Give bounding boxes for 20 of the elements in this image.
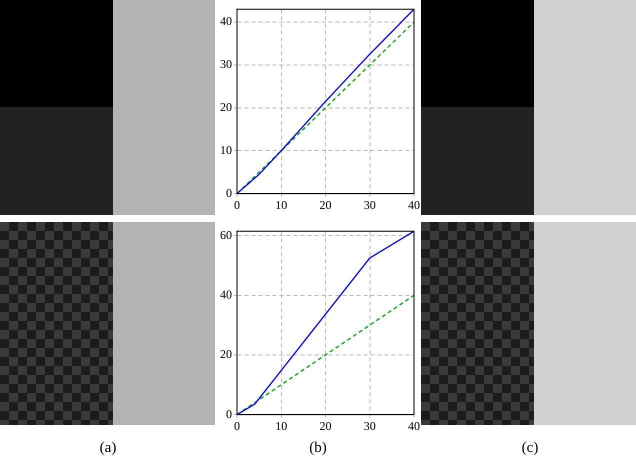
y-tick-label: 20	[220, 100, 232, 114]
y-tick-label: 30	[220, 57, 232, 72]
y-tick-label: 40	[220, 287, 232, 302]
y-tick-label: 40	[220, 14, 232, 28]
y-tick-label: 0	[226, 406, 232, 421]
x-tick-label: 20	[320, 198, 332, 212]
text: (b)	[308, 440, 328, 457]
x-tick-label: 30	[364, 418, 376, 433]
y-tick-label: 20	[220, 347, 232, 362]
text: (a)	[98, 440, 118, 457]
x-tick-label: 20	[320, 418, 332, 433]
y-tick-label: 60	[220, 228, 232, 242]
x-tick-label: 40	[408, 198, 420, 212]
x-tick-label: 40	[408, 418, 420, 433]
x-tick-label: 10	[275, 418, 288, 433]
x-tick-label: 10	[275, 198, 288, 212]
text: (c)	[520, 440, 540, 457]
y-tick-label: 0	[226, 186, 232, 200]
y-tick-label: 10	[220, 142, 232, 157]
x-tick-label: 30	[364, 198, 376, 212]
